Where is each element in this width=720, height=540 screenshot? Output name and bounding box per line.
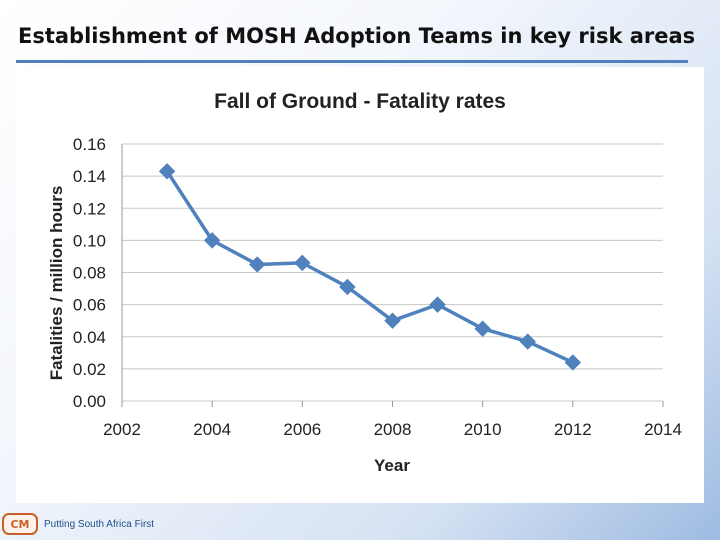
y-tick-label-6: 0.12 [73,199,106,218]
x-tick-label-4: 2010 [464,420,502,439]
data-point-2007 [339,278,356,296]
data-point-2005 [249,256,266,273]
data-point-2012 [564,354,582,371]
data-point-2010 [474,320,491,337]
y-axis-ticks: 0.00 0.02 0.04 0.06 0.08 0.10 0.12 0.14 0.16 [73,135,106,411]
gridlines [121,143,664,407]
y-tick-label-8: 0.16 [73,135,106,154]
y-tick-label-5: 0.10 [73,231,106,250]
x-tick-label-5: 2012 [554,420,592,439]
data-point-2008 [384,312,401,329]
line-chart: Fall of Ground - Fatality rates 0.00 0.02… [47,90,682,475]
title-divider [16,60,688,63]
series-line-0 [165,169,575,365]
y-axis-label: Fatalities / million hours [47,186,66,381]
y-tick-label-2: 0.04 [73,328,106,347]
company-logo: CM [2,513,38,535]
y-tick-label-3: 0.06 [73,296,106,315]
chart-area: Fall of Ground - Fatality rates 0.00 0.02… [16,67,704,503]
x-tick-label-3: 2008 [374,420,412,439]
y-tick-label-0: 0.00 [73,392,106,411]
y-tick-label-7: 0.14 [73,167,106,186]
chart-title: Fall of Ground - Fatality rates [214,90,506,113]
series-layer [158,163,582,371]
footer: CM Putting South Africa First [2,512,154,536]
data-point-2009 [429,296,446,313]
x-tick-label-0: 2002 [103,420,141,439]
data-point-2003 [158,163,176,180]
y-tick-label-1: 0.02 [73,360,106,379]
y-tick-label-4: 0.08 [73,264,106,283]
data-point-2011 [519,333,536,350]
x-axis-label: Year [374,456,410,475]
slide-title: Establishment of MOSH Adoption Teams in … [18,24,696,48]
x-tick-label-1: 2004 [193,420,231,439]
x-tick-label-6: 2014 [644,420,682,439]
data-point-2004 [203,232,221,249]
x-tick-label-2: 2006 [283,420,321,439]
footer-tagline: Putting South Africa First [44,518,155,530]
data-point-2006 [294,254,311,272]
x-axis-ticks: 2002 2004 2006 2008 2010 2012 2014 [103,420,682,439]
